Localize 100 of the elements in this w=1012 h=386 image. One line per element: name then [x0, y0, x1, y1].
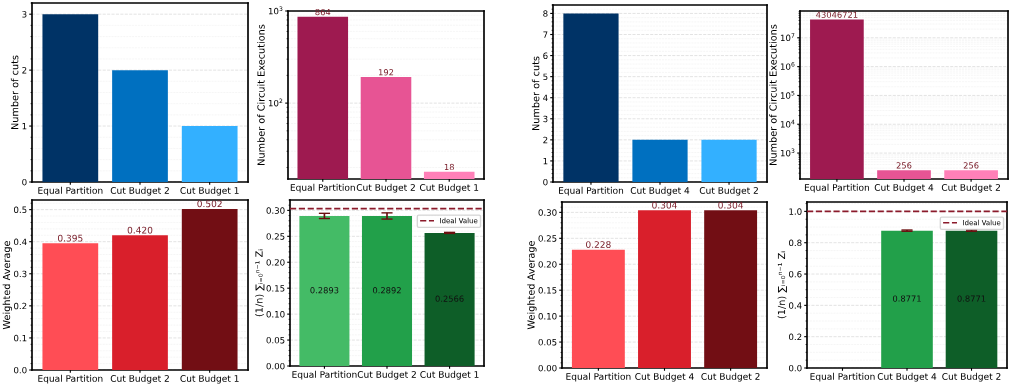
x-tick-label: Cut Budget 1	[420, 370, 479, 380]
x-tick-label: Cut Budget 2	[357, 370, 416, 380]
y-tick-label: 7	[543, 31, 548, 38]
y-tick-label: 0.3	[14, 270, 27, 278]
x-tick-label: Equal Partition	[38, 374, 103, 384]
y-axis-title: Number of cuts	[10, 55, 19, 130]
y-tick-label: 0.25	[538, 235, 557, 242]
x-tick-label: Equal Partition	[290, 183, 355, 193]
y-tick-label: 3	[543, 115, 548, 123]
x-tick-label: Cut Budget 4	[877, 372, 937, 382]
y-tick-label: 0.4	[14, 238, 27, 246]
bar	[361, 215, 413, 366]
x-tick-label: Cut Budget 4	[635, 372, 694, 382]
x-tick-label: Cut Budget 4	[630, 186, 690, 196]
x-tick-label: Equal Partition	[566, 372, 631, 382]
x-tick-label: Cut Budget 4	[874, 183, 934, 193]
x-tick-label: Equal Partition	[559, 186, 624, 196]
y-tick-label: 0.8	[789, 239, 802, 247]
y-axis-title: (1/n) ∑ᵢ₌₀ⁿ⁻¹ Zᵢ	[777, 251, 787, 319]
data-label: 18	[444, 163, 454, 171]
data-label: 0.8771	[892, 295, 921, 302]
bar	[181, 126, 238, 182]
y-axis-title: Number of Circuit Executions	[257, 24, 265, 165]
y-tick-label: 0	[22, 178, 27, 186]
y-axis-title: Number of cuts	[531, 56, 540, 131]
x-tick-label: Equal Partition	[38, 186, 103, 196]
y-tick-label: 0.00	[538, 364, 557, 372]
y-tick-label: 3	[22, 11, 27, 18]
y-tick-label: 0.2	[14, 302, 27, 310]
y-tick-label: 10$^{7}$	[780, 33, 795, 42]
data-label: 0.502	[197, 200, 222, 208]
x-tick-label: Cut Budget 2	[701, 372, 760, 382]
y-tick-label: 0.20	[538, 261, 557, 268]
y-axis-title: Weighted Average	[527, 241, 537, 330]
y-tick-label: 2	[543, 136, 548, 144]
y-tick-label: 10$^{5}$	[780, 90, 795, 99]
data-label: 0.304	[718, 201, 744, 209]
data-label: 256	[896, 162, 912, 169]
y-tick-label: 10$^{2}$	[268, 98, 283, 107]
data-label: 0.304	[652, 201, 677, 209]
y-tick-label: 0.5	[14, 206, 27, 214]
x-tick-label: Cut Budget 2	[942, 372, 1001, 382]
x-tick-label: Cut Budget 1	[180, 374, 239, 384]
y-tick-label: 10$^{6}$	[780, 62, 795, 70]
y-tick-label: 10$^{3}$	[268, 6, 283, 15]
x-tick-label: Equal Partition	[292, 370, 357, 380]
x-tick-label: Cut Budget 1	[419, 183, 479, 193]
y-tick-label: 0.15	[266, 285, 285, 292]
data-label: 0.228	[586, 241, 611, 248]
y-tick-label: 0.25	[266, 233, 285, 240]
bar	[42, 14, 99, 182]
y-tick-label: 8	[543, 10, 548, 17]
y-tick-label: 1	[22, 123, 27, 130]
x-tick-label: Equal Partition	[804, 183, 869, 193]
y-tick-label: 6	[543, 52, 548, 59]
y-tick-label: 5	[543, 73, 548, 81]
data-label: 43046721	[816, 11, 858, 18]
y-tick-label: 10$^{3}$	[780, 148, 795, 157]
data-label: 0.2892	[372, 287, 401, 294]
x-tick-label: Cut Budget 1	[180, 186, 239, 196]
y-tick-label: 0.30	[538, 209, 557, 216]
x-tick-label: Cut Budget 2	[110, 374, 169, 384]
y-tick-label: 0.2	[789, 333, 802, 341]
y-tick-label: 0.00	[266, 362, 285, 370]
y-tick-label: 0.0	[789, 364, 802, 372]
data-label: 0.395	[58, 234, 83, 242]
y-tick-label: 0.15	[538, 287, 557, 294]
y-tick-label: 4	[543, 94, 548, 101]
y-tick-label: 0.10	[538, 313, 557, 320]
data-label: 864	[315, 8, 331, 16]
y-tick-label: 0.05	[538, 338, 557, 346]
y-tick-label: 0.0	[14, 366, 27, 374]
y-tick-label: 1.0	[789, 208, 802, 215]
data-label: 256	[963, 162, 979, 169]
y-axis-title: (1/n) ∑ᵢ₌₀ⁿ⁻¹ Zᵢ	[255, 249, 265, 317]
y-tick-label: 1	[543, 157, 548, 165]
data-label: 0.420	[127, 226, 153, 234]
y-tick-label: 0.05	[266, 336, 285, 344]
x-tick-label: Equal Partition	[810, 372, 875, 382]
data-label: 0.2566	[435, 295, 464, 302]
x-tick-label: Cut Budget 2	[356, 183, 415, 193]
y-tick-label: 0.4	[789, 302, 802, 309]
data-label: 0.8771	[957, 295, 986, 302]
x-tick-label: Cut Budget 2	[110, 186, 169, 196]
y-tick-label: 0.20	[266, 259, 285, 266]
y-axis-title: Number of Circuit Executions	[769, 24, 777, 165]
y-tick-label: 0.30	[266, 207, 285, 214]
y-tick-label: 0.1	[14, 334, 27, 342]
y-tick-label: 0	[543, 178, 548, 186]
bar	[424, 232, 475, 366]
y-axis-title: Weighted Average	[2, 241, 13, 330]
y-tick-label: 10$^{4}$	[780, 119, 795, 128]
x-tick-label: Cut Budget 2	[699, 186, 758, 196]
y-tick-label: 0.10	[266, 311, 285, 318]
data-label: 0.2893	[310, 287, 339, 294]
bar	[299, 215, 350, 366]
bar	[112, 70, 168, 182]
y-tick-label: 2	[22, 67, 27, 74]
x-tick-label: Cut Budget 2	[941, 183, 1000, 193]
data-label: 192	[378, 69, 394, 76]
